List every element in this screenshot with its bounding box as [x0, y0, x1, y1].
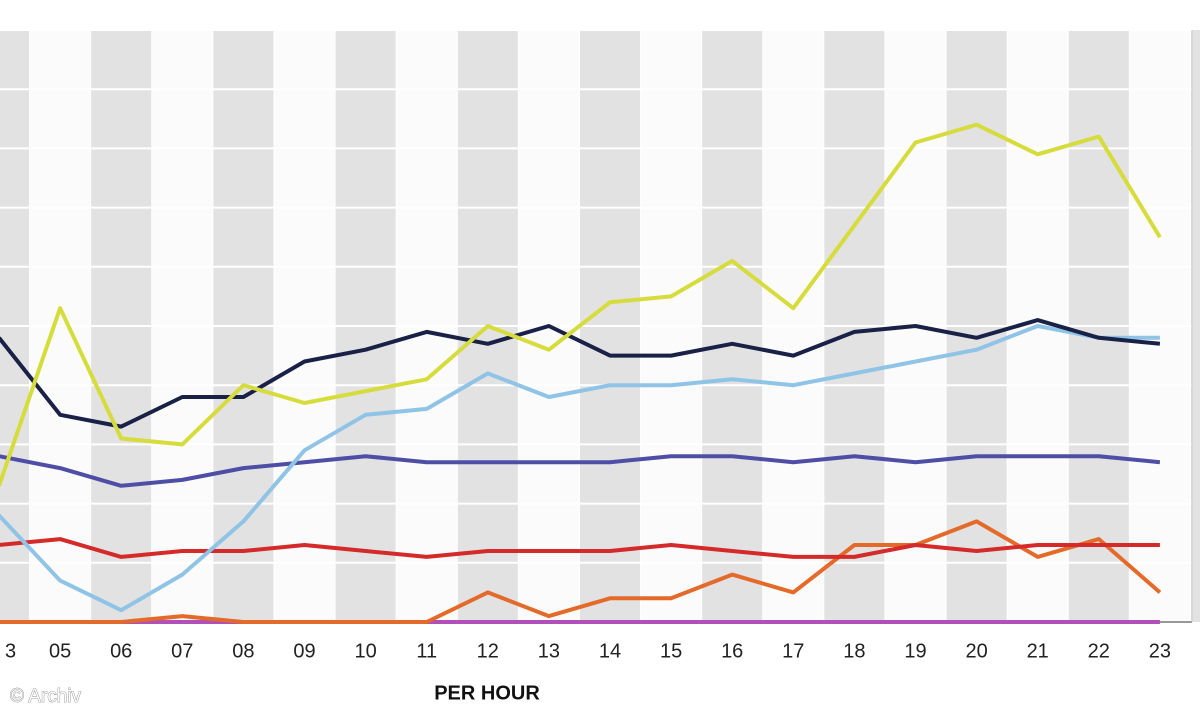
x-tick-label: 16 — [721, 640, 743, 662]
credit: © Archiv — [10, 686, 82, 707]
series-line — [0, 324, 1160, 613]
x-axis-label: PER HOUR — [434, 682, 540, 704]
x-tick-label: 21 — [1027, 640, 1049, 662]
x-tick-label: 19 — [904, 640, 926, 662]
x-tick-label: 20 — [965, 640, 987, 662]
x-tick-label: 17 — [782, 640, 804, 662]
x-tick-label: 14 — [599, 640, 621, 662]
x-tick-label: 12 — [477, 640, 499, 662]
x-tick-label: 09 — [293, 640, 315, 662]
x-tick-label: 18 — [843, 640, 865, 662]
x-tick-label: 10 — [354, 640, 376, 662]
x-tick-label: 06 — [110, 640, 132, 662]
x-tick-label: 08 — [232, 640, 254, 662]
series-line — [0, 537, 1160, 559]
series-line — [0, 454, 1161, 488]
series-line — [0, 318, 1161, 429]
x-tick-label: 11 — [416, 640, 437, 662]
plot-background — [0, 29, 1200, 623]
x-tick-label: 07 — [171, 640, 193, 662]
x-tick-label: 05 — [49, 640, 71, 662]
x-tick-label: 23 — [1149, 640, 1171, 662]
x-tick-label: 3 — [5, 640, 16, 662]
column-band — [1190, 30, 1200, 622]
x-tick-label: 15 — [660, 640, 682, 662]
series-line — [0, 519, 1162, 624]
x-tick-label: 13 — [538, 640, 560, 662]
series-line — [0, 122, 1162, 487]
x-tick-label: 22 — [1088, 640, 1110, 662]
